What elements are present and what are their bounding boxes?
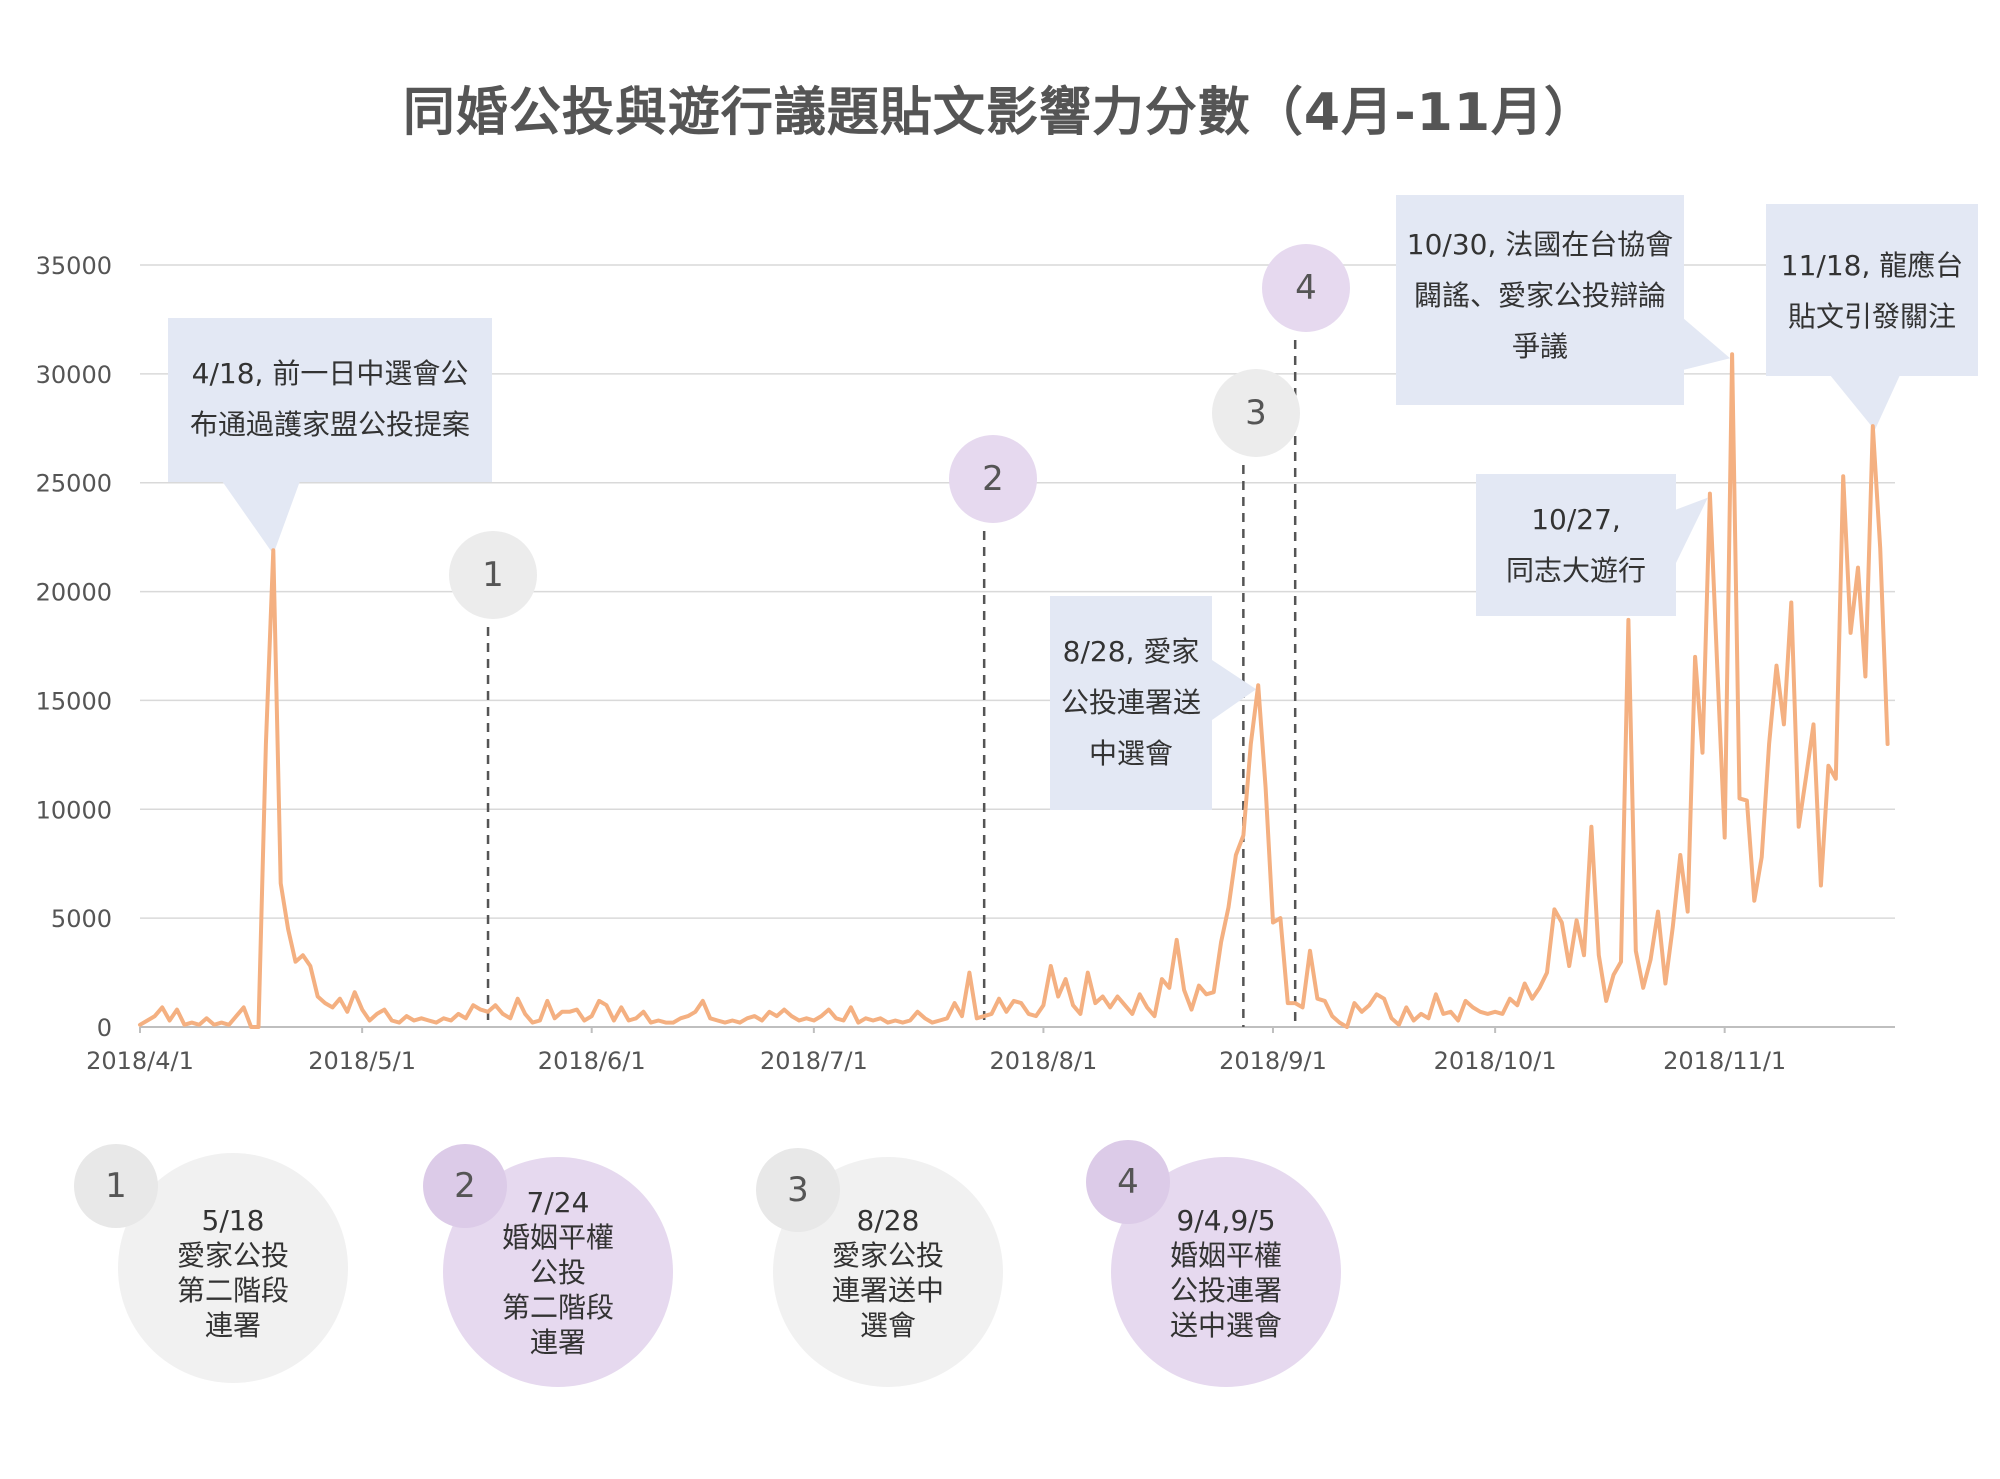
annotation-4-18: 4/18, 前一日中選會公 布通過護家盟公投提案 (168, 318, 492, 482)
legend-number-3: 3 (756, 1148, 840, 1232)
x-tick-label: 2018/4/1 (86, 1047, 194, 1075)
x-tick-label: 2018/9/1 (1219, 1047, 1327, 1075)
annotation-line: 爭議 (1511, 330, 1568, 363)
annotation-line: 同志大遊行 (1505, 554, 1646, 587)
x-tick-label: 2018/11/1 (1663, 1047, 1786, 1075)
series-line (138, 352, 1890, 1029)
callout-pointer (1212, 660, 1257, 720)
event-marker-2: 2 (949, 435, 1037, 523)
legend-text-1: 5/18 愛家公投 第二階段 連署 (176, 1204, 289, 1342)
x-tick-label: 2018/5/1 (308, 1047, 416, 1075)
callout-pointers (222, 318, 1900, 720)
y-tick-label: 0 (97, 1014, 112, 1042)
x-tick-label: 2018/8/1 (990, 1047, 1098, 1075)
legend-text-4: 9/4,9/5 婚姻平權 公投連署 送中選會 (1169, 1204, 1282, 1342)
legend-number-4: 4 (1086, 1140, 1170, 1224)
callout-pointer (1683, 318, 1731, 370)
y-tick-label: 35000 (36, 252, 112, 280)
event-marker-1: 1 (449, 531, 537, 619)
annotation-line: 10/30, 法國在台協會 (1406, 228, 1674, 261)
axes: 0 5000 10000 15000 20000 25000 30000 35000 2018/… (36, 252, 1895, 1075)
annotation-line: 貼文引發關注 (1787, 300, 1956, 333)
y-tick-label: 15000 (36, 687, 112, 715)
x-tick-label: 2018/10/1 (1434, 1047, 1557, 1075)
annotation-11-18: 11/18, 龍應台 貼文引發關注 (1766, 204, 1978, 376)
annotation-line: 4/18, 前一日中選會公 (191, 357, 469, 390)
event-marker-4: 4 (1262, 244, 1350, 332)
y-tick-label: 25000 (36, 470, 112, 498)
annotation-8-28: 8/28, 愛家 公投連署送 中選會 (1050, 596, 1212, 810)
legend-text-3: 8/28 愛家公投 連署送中 選會 (831, 1204, 944, 1342)
y-tick-label: 5000 (51, 905, 112, 933)
x-tick-label: 2018/7/1 (760, 1047, 868, 1075)
x-tick-label: 2018/6/1 (538, 1047, 646, 1075)
y-tick-label: 20000 (36, 579, 112, 607)
annotation-line: 中選會 (1088, 737, 1173, 770)
series-line-influence (138, 352, 1890, 1029)
callout-pointer (1675, 497, 1708, 565)
legend-text-2: 7/24 婚姻平權 公投 第二階段 連署 (501, 1186, 614, 1359)
annotation-line: 10/27, (1531, 503, 1621, 536)
annotation-line: 8/28, 愛家 (1062, 635, 1200, 668)
event-marker-3: 3 (1212, 369, 1300, 457)
legend-number-2: 2 (423, 1144, 507, 1228)
y-tick-label: 30000 (36, 361, 112, 389)
annotation-line: 公投連署送 (1060, 686, 1201, 719)
callout-pointer (1830, 375, 1900, 431)
annotation-10-30: 10/30, 法國在台協會 闢謠、愛家公投辯論 爭議 (1396, 195, 1684, 405)
event-lines (486, 340, 1297, 1027)
legend-number-1: 1 (74, 1144, 158, 1228)
annotation-line: 布通過護家盟公投提案 (189, 408, 470, 441)
y-tick-label: 10000 (36, 796, 112, 824)
annotation-line: 闢謠、愛家公投辯論 (1413, 279, 1666, 312)
annotation-10-27: 10/27, 同志大遊行 (1476, 474, 1676, 616)
chart-title: 同婚公投與遊行議題貼文影響力分數（4月-11月） (402, 83, 1598, 143)
annotation-line: 11/18, 龍應台 (1780, 249, 1964, 282)
callout-pointer (222, 481, 300, 555)
